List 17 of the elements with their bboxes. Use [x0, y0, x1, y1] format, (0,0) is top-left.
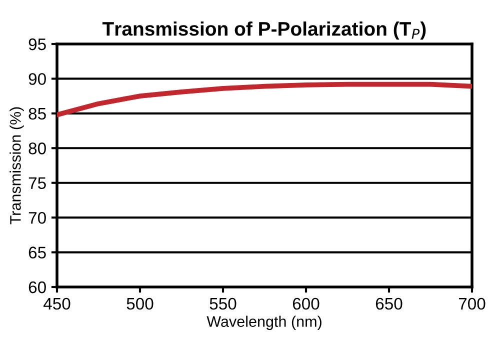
y-tick-label: 75 [28, 177, 46, 190]
x-tick-label: 500 [126, 298, 154, 310]
x-tick-label: 600 [292, 298, 320, 310]
y-tick-label: 70 [28, 212, 46, 224]
y-tick-label: 60 [28, 281, 46, 294]
y-tick-label: 65 [28, 246, 46, 258]
y-axis-title: Transmission (%) [10, 107, 24, 224]
y-tick-label: 80 [28, 142, 46, 154]
x-tick-label: 450 [43, 298, 70, 310]
chart-title: Transmission of P-Polarization (T$_{P}$) [102, 21, 426, 40]
y-tick-label: 85 [28, 108, 46, 120]
y-tick-label: 90 [28, 73, 46, 85]
x-axis-title: Wavelength (nm) [206, 316, 322, 330]
x-tick-label: 650 [376, 298, 402, 310]
y-tick-label: 95 [28, 38, 46, 50]
x-tick-label: 700 [458, 298, 486, 310]
x-tick-label: 550 [210, 298, 236, 310]
